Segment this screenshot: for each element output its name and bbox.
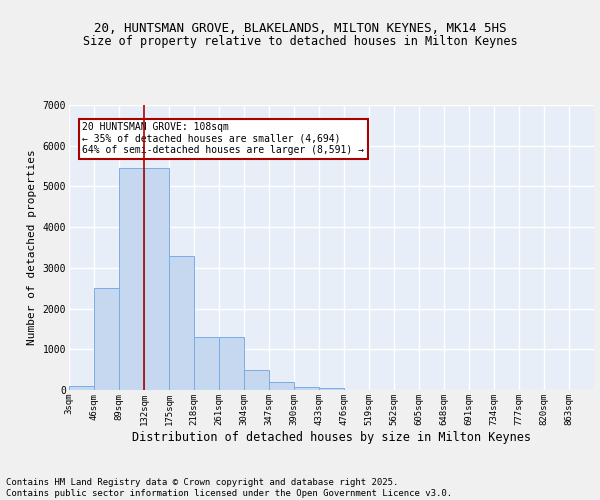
Y-axis label: Number of detached properties: Number of detached properties [27, 150, 37, 346]
Bar [244, 370, 269, 390]
Bar [94, 288, 119, 390]
Bar [294, 386, 319, 390]
Bar [219, 337, 244, 390]
Text: Contains HM Land Registry data © Crown copyright and database right 2025.
Contai: Contains HM Land Registry data © Crown c… [6, 478, 452, 498]
Bar [69, 386, 94, 390]
Bar [169, 256, 194, 390]
Text: Size of property relative to detached houses in Milton Keynes: Size of property relative to detached ho… [83, 35, 517, 48]
Text: 20 HUNTSMAN GROVE: 108sqm
← 35% of detached houses are smaller (4,694)
64% of se: 20 HUNTSMAN GROVE: 108sqm ← 35% of detac… [82, 122, 364, 156]
Text: 20, HUNTSMAN GROVE, BLAKELANDS, MILTON KEYNES, MK14 5HS: 20, HUNTSMAN GROVE, BLAKELANDS, MILTON K… [94, 22, 506, 36]
Bar [319, 388, 344, 390]
Bar [144, 168, 169, 390]
Bar [269, 382, 294, 390]
Bar [119, 168, 144, 390]
Bar [194, 337, 219, 390]
X-axis label: Distribution of detached houses by size in Milton Keynes: Distribution of detached houses by size … [132, 430, 531, 444]
